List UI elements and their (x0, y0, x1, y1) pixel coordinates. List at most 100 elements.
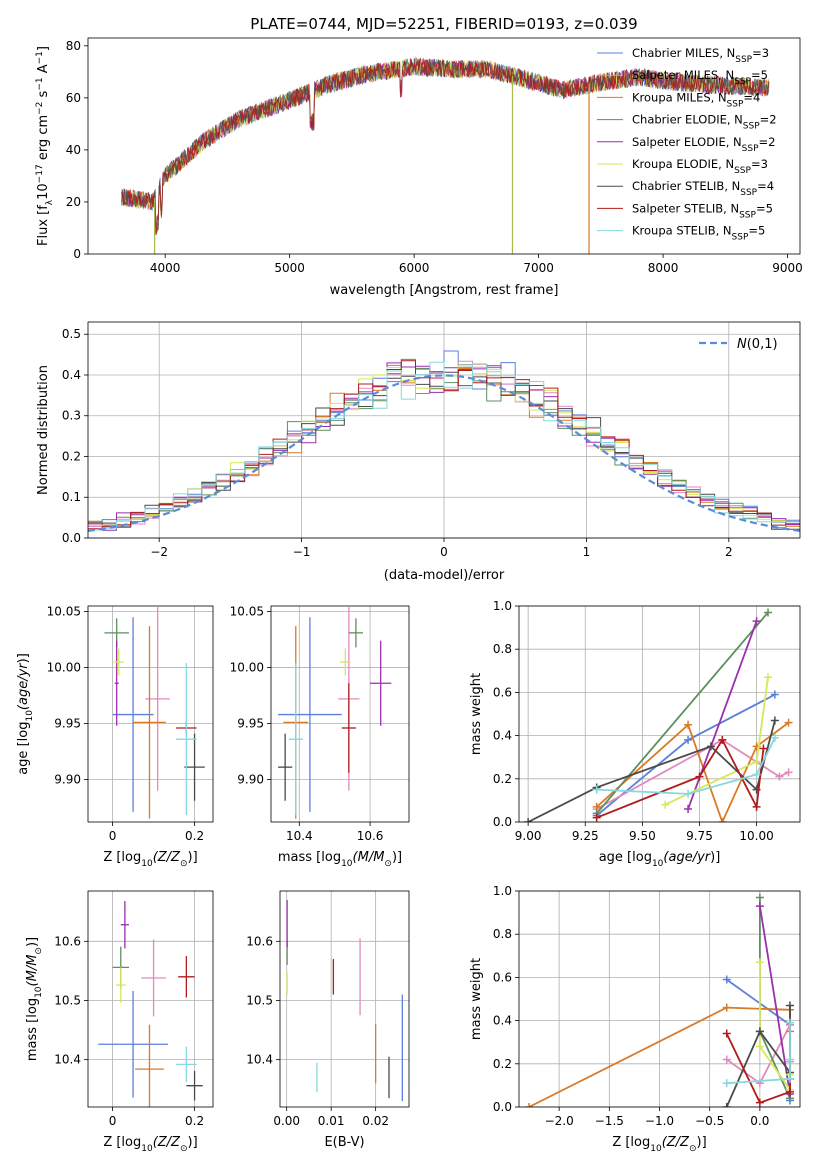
label-part: (M/M (25, 955, 40, 987)
label-part: Salpeter MILES, N (632, 68, 734, 82)
mass_vs_Z-marks (98, 901, 203, 1107)
errorbar-salpeter_stelib (341, 683, 356, 773)
y-tick-label: 0.4 (493, 1014, 512, 1028)
mass-weight-marker (755, 1098, 764, 1107)
legend-label-chabrier_elodie: Chabrier ELODIE, NSSP=2 (632, 113, 777, 132)
label-part: ⊙ (34, 947, 44, 955)
mass-weight-series-kroupa_stelib (592, 733, 779, 798)
mass-weight-series-salpeter_miles (592, 735, 793, 814)
label-part: SSP (740, 188, 757, 198)
mass-weight-marker (718, 818, 727, 822)
y-tick-label: 10.00 (230, 661, 264, 675)
errorbar-chabrier_miles (278, 617, 342, 812)
mass-weight-marker (775, 772, 784, 781)
label-part: −1 (35, 77, 45, 90)
label-part: Chabrier MILES, N (632, 46, 735, 60)
mass-weight-marker (524, 818, 533, 822)
mass_vs_ebv-marks (286, 899, 403, 1102)
mass-weight-marker (752, 617, 761, 626)
y-tick-label: 0.2 (493, 772, 512, 786)
y-axis-label: Flux [fλ10−17 erg cm−2 s−1 A−1] (35, 46, 55, 246)
y-tick-label: 0.2 (493, 1057, 512, 1071)
errorbar-kroupa_miles (135, 1024, 164, 1107)
spectrum-line-salpeter_stelib (121, 57, 770, 233)
x-tick-label: −1.5 (595, 1114, 624, 1128)
label-part: SSP (743, 122, 760, 132)
mass-weight-line (596, 611, 769, 814)
errorbar-kroupa_stelib (288, 663, 303, 816)
y-tick-label: 10.4 (246, 1053, 273, 1067)
errorbar-kroupa_miles (133, 626, 166, 819)
label-part: (0,1) (747, 337, 778, 352)
mass-weight-marker (784, 768, 793, 777)
figure-title: PLATE=0744, MJD=52251, FIBERID=0193, z=0… (250, 15, 637, 33)
label-part: =4 (743, 90, 760, 104)
x-tick-label: −2 (150, 545, 168, 559)
x-tick-label: 8000 (648, 261, 679, 275)
label-part: SSP (735, 55, 752, 65)
mass_weight_vs_age-axes: 9.00 9.25 9.50 9.75 10.00 0.0 0.2 0.4 0.6 0.8 1.0 a… (469, 599, 801, 869)
errorbar-chabrier_stelib (186, 1070, 203, 1101)
errorbar-kroupa_stelib (176, 663, 197, 816)
x-tick-label: 9.00 (515, 829, 542, 843)
label-part: ⊙ (689, 1144, 697, 1154)
x-tick-label: 10.4 (286, 829, 313, 843)
y-axis-label: mass [log10(M/M⊙)] (25, 937, 44, 1061)
mass-weight-marker (785, 1074, 794, 1083)
y-tick-label: 0.1 (62, 490, 81, 504)
label-part: SSP (739, 210, 756, 220)
y-tick-label: 0.6 (493, 970, 512, 984)
label-part: ⊙ (384, 859, 392, 869)
errorbar-kroupa_elodie (115, 967, 126, 1003)
axes-frame (87, 605, 214, 823)
mass-weight-marker (759, 744, 768, 753)
x-axis-label: Z [log10(Z/Z⊙)] (612, 1135, 706, 1154)
x-tick-label: 10.00 (739, 829, 773, 843)
label-part: −2 (35, 102, 45, 115)
label-part: E(B-V) (324, 1135, 364, 1150)
x-tick-label: −0.5 (695, 1114, 724, 1128)
mass-weight-series-kroupa_stelib (722, 1018, 794, 1088)
y-tick-label: 10.4 (54, 1053, 81, 1067)
label-part: 10 (141, 1144, 153, 1154)
y-tick-label: 0.3 (62, 409, 81, 423)
label-part: 10 (141, 859, 153, 869)
label-part: Salpeter STELIB, N (632, 201, 739, 215)
x-tick-label: 5000 (274, 261, 305, 275)
mass-weight-marker (718, 735, 727, 744)
spectrum-axes: 4000 5000 6000 7000 8000 9000 0 20 40 60 80 wavelen… (35, 37, 803, 298)
x-tick-label: 7000 (523, 261, 554, 275)
x-tick-label: 0 (109, 1114, 117, 1128)
label-part: Z [log (103, 1135, 141, 1150)
label-part: 10 (25, 710, 35, 722)
x-axis-label: E(B-V) (324, 1135, 364, 1150)
mass-weight-line (725, 1033, 791, 1104)
y-tick-label: 10.05 (47, 605, 81, 619)
label-part: )] (188, 1135, 198, 1150)
label-part: 10 (341, 859, 353, 869)
y-tick-label: 0 (73, 247, 81, 261)
label-part: =2 (760, 113, 777, 127)
y-axis-label: Normed distribution (36, 365, 51, 495)
x-tick-label: 0.00 (273, 1114, 300, 1128)
mass-weight-marker (764, 673, 773, 682)
axes-frame (87, 37, 801, 255)
y-tick-label: 0.4 (62, 368, 81, 382)
mass_weight_vs_age-marks (524, 608, 793, 822)
axes-frame (518, 605, 801, 823)
label-part: 10 (652, 859, 664, 869)
x-tick-label: 10.6 (357, 829, 384, 843)
legend-label-chabrier_miles: Chabrier MILES, NSSP=3 (632, 46, 769, 65)
label-part: Z [log (612, 1135, 650, 1150)
mass_weight_vs_Z-axes: −2.0 −1.5 −1.0 −0.5 0.0 0.0 0.2 0.4 0.6 0.8 1.0 Z [… (469, 884, 801, 1154)
label-part: erg cm (36, 115, 51, 164)
mass-weight-marker (770, 733, 779, 742)
y-tick-label: 40 (66, 143, 81, 157)
mass-weight-marker (770, 690, 779, 699)
y-tick-label: 0.5 (62, 327, 81, 341)
x-axis-label: Z [log10(Z/Z⊙)] (103, 850, 197, 869)
label-part: (Z/Z (153, 1135, 181, 1150)
errorbar-chabrier_stelib (278, 733, 293, 801)
mass-weight-marker (722, 1029, 731, 1038)
label-part: )] (697, 1135, 707, 1150)
